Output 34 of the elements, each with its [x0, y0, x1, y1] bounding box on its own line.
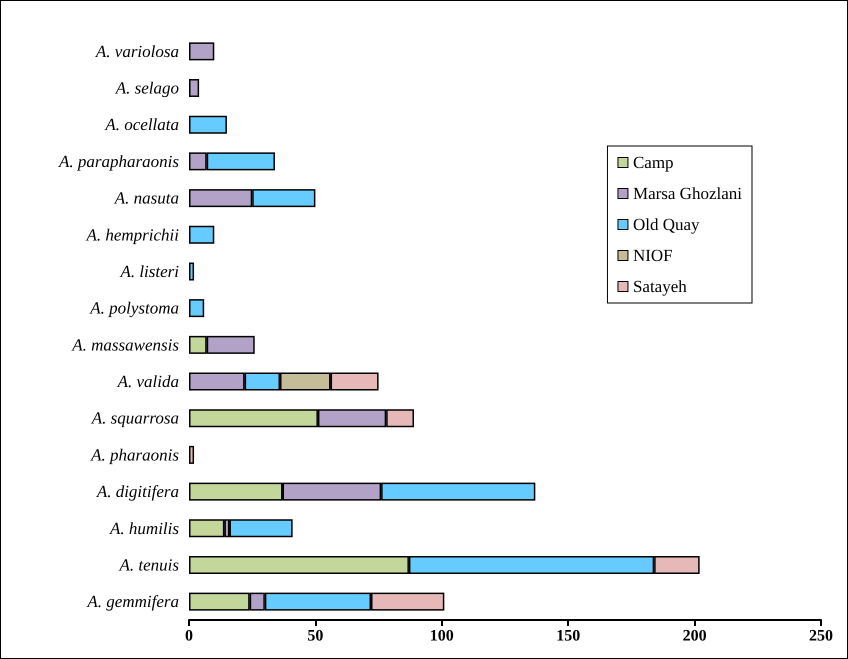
y-tick-label: A. gemmifera: [86, 592, 179, 612]
bar: [189, 42, 214, 60]
bar: [189, 299, 204, 318]
y-tick-label: A. valida: [116, 372, 179, 392]
y-tick-label: A. selago: [114, 78, 179, 98]
y-tick-label: A. variolosa: [94, 42, 179, 61]
y-tick-label: A. listeri: [119, 262, 180, 281]
y-tick-label: A. nasuta: [114, 188, 179, 208]
y-tick-label: A. parapharaonis: [58, 152, 180, 171]
y-tick-label: A. pharaonis: [90, 445, 180, 464]
legend-label: Camp: [632, 153, 674, 172]
y-tick-label: A. tenuis: [118, 555, 180, 574]
y-tick-label: A. digitifera: [96, 482, 179, 502]
bar: [189, 79, 200, 98]
x-tick-label: 50: [307, 628, 324, 644]
x-tick-label: 0: [185, 628, 193, 644]
legend-label: NIOF: [632, 246, 673, 265]
y-tick-label: A. ocellata: [104, 115, 179, 134]
bar: [189, 116, 227, 134]
x-tick-label: 100: [430, 628, 454, 644]
bar: [189, 446, 194, 464]
x-tick-label: 150: [556, 628, 580, 644]
x-tick-label: 250: [809, 628, 833, 644]
bar: [189, 262, 194, 280]
y-tick-label: A. hemprichii: [85, 225, 180, 244]
legend-label: Satayeh: [632, 277, 688, 296]
x-tick-label: 200: [682, 628, 707, 644]
y-tick-label: A. polystoma: [89, 298, 179, 318]
y-tick-label: A. massawensis: [71, 335, 180, 354]
legend-label: Old Quay: [632, 215, 700, 234]
y-tick-label: A. squarrosa: [90, 408, 179, 428]
y-tick-label: A. humilis: [109, 518, 180, 538]
bar: [189, 226, 214, 244]
legend-label: Marsa Ghozlani: [632, 184, 742, 203]
